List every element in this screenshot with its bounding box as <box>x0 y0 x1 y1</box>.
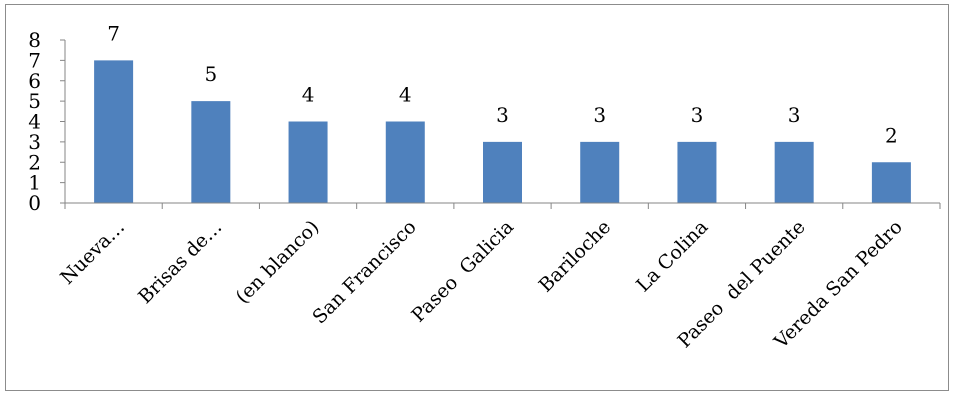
data-label: 3 <box>691 103 704 127</box>
y-tick-label: 3 <box>28 130 41 154</box>
bar <box>94 60 134 203</box>
bar <box>191 101 231 203</box>
y-tick-label: 4 <box>28 110 41 134</box>
x-category-label: La Colina <box>632 216 712 296</box>
data-label: 3 <box>788 103 801 127</box>
data-label: 2 <box>885 123 898 147</box>
bar <box>483 141 522 203</box>
data-label: 4 <box>302 83 315 107</box>
y-tick-label: 1 <box>28 171 41 195</box>
y-tick-label: 5 <box>28 89 41 113</box>
x-axis: Nueva… Brisas de… (en blanco)San Francisco… <box>56 202 941 354</box>
data-label: 4 <box>399 83 412 107</box>
bar <box>385 121 425 203</box>
data-label: 3 <box>593 103 606 127</box>
y-tick-label: 6 <box>28 69 41 93</box>
data-label: 5 <box>204 62 217 86</box>
bar <box>580 141 620 203</box>
x-category-label: (en blanco) <box>232 216 324 308</box>
data-label: 3 <box>496 103 509 127</box>
data-label: 7 <box>107 21 120 45</box>
bars: 7 5 4 4 3 3 3 3 2 <box>94 21 911 203</box>
x-category-label: Brisas de… <box>134 216 226 308</box>
x-category-label: San Francisco <box>308 216 420 328</box>
y-tick-label: 8 <box>28 28 41 52</box>
x-category-label: Bariloche <box>535 216 616 297</box>
bar <box>677 141 717 203</box>
bar <box>871 162 911 203</box>
bar <box>288 121 328 203</box>
bar <box>774 141 814 203</box>
x-category-label: Nueva… <box>56 216 129 289</box>
y-tick-label: 7 <box>28 48 41 72</box>
y-tick-label: 2 <box>28 150 41 174</box>
x-category-label: Paseo Galicia <box>407 216 518 327</box>
y-tick-label: 0 <box>28 191 41 215</box>
